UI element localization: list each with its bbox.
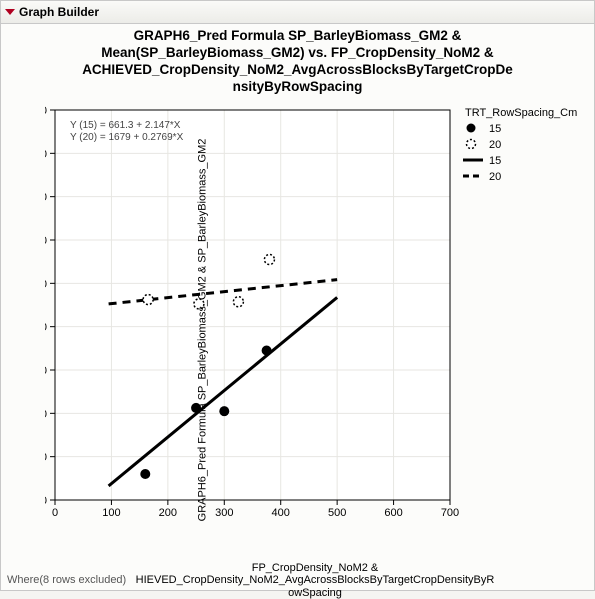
svg-text:20: 20 [489, 139, 501, 151]
svg-text:TRT_RowSpacing_Cm: TRT_RowSpacing_Cm [465, 107, 577, 119]
svg-text:1400: 1400 [45, 365, 47, 377]
svg-text:700: 700 [441, 507, 459, 519]
svg-text:15: 15 [489, 123, 501, 135]
svg-text:1800: 1800 [45, 278, 47, 290]
where-clause: Where(8 rows excluded) [7, 574, 126, 586]
svg-text:Y (15) = 661.3 + 2.147*X: Y (15) = 661.3 + 2.147*X [70, 120, 181, 131]
y-axis-label: GRAPH6_Pred Formula SP_BarleyBiomass_GM2… [196, 138, 208, 521]
svg-text:2200: 2200 [45, 191, 47, 203]
svg-text:2000: 2000 [45, 235, 47, 247]
svg-text:20: 20 [489, 171, 501, 183]
window-title: Graph Builder [19, 5, 99, 19]
svg-text:800: 800 [45, 495, 47, 507]
titlebar: Graph Builder [1, 1, 594, 24]
scatter-plot: 0 100 200 300 400 500 600 700 800 1000 1200 1400 160… [45, 100, 585, 520]
svg-text:2600: 2600 [45, 105, 47, 117]
svg-text:1000: 1000 [45, 451, 47, 463]
svg-text:1600: 1600 [45, 321, 47, 333]
svg-text:0: 0 [52, 507, 58, 519]
chart-title: GRAPH6_Pred Formula SP_BarleyBiomass_GM2… [1, 24, 594, 98]
graph-builder-window: Graph Builder GRAPH6_Pred Formula SP_Bar… [0, 0, 595, 591]
svg-text:300: 300 [215, 507, 233, 519]
svg-text:400: 400 [272, 507, 290, 519]
svg-text:500: 500 [328, 507, 346, 519]
svg-text:Y (20) = 1679 + 0.2769*X: Y (20) = 1679 + 0.2769*X [70, 132, 184, 143]
svg-text:200: 200 [159, 507, 177, 519]
svg-text:600: 600 [384, 507, 402, 519]
svg-text:100: 100 [102, 507, 120, 519]
svg-text:2400: 2400 [45, 148, 47, 160]
svg-text:15: 15 [489, 155, 501, 167]
disclosure-triangle-icon[interactable] [5, 9, 15, 15]
svg-text:1200: 1200 [45, 408, 47, 420]
chart-area: GRAPH6_Pred Formula SP_BarleyBiomass_GM2… [45, 100, 585, 560]
